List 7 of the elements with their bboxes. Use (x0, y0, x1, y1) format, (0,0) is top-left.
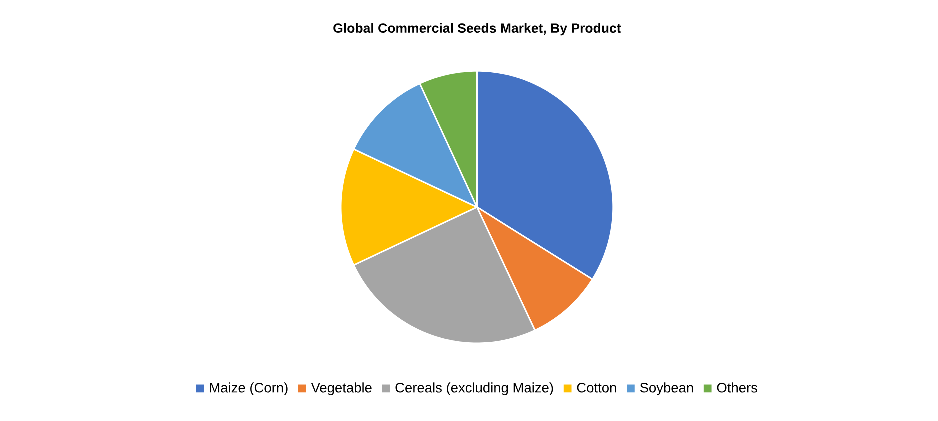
legend-label: Others (717, 382, 758, 394)
legend-label: Cotton (577, 383, 616, 394)
legend-label: Maize (Corn) (210, 382, 288, 396)
legend-label: Soybean (640, 382, 694, 396)
legend-label: Cereals (excluding Maize) (396, 382, 554, 396)
legend-label: Vegetable (311, 382, 372, 396)
chart-title: Global Commercial Seeds Market, By Product (334, 24, 622, 36)
